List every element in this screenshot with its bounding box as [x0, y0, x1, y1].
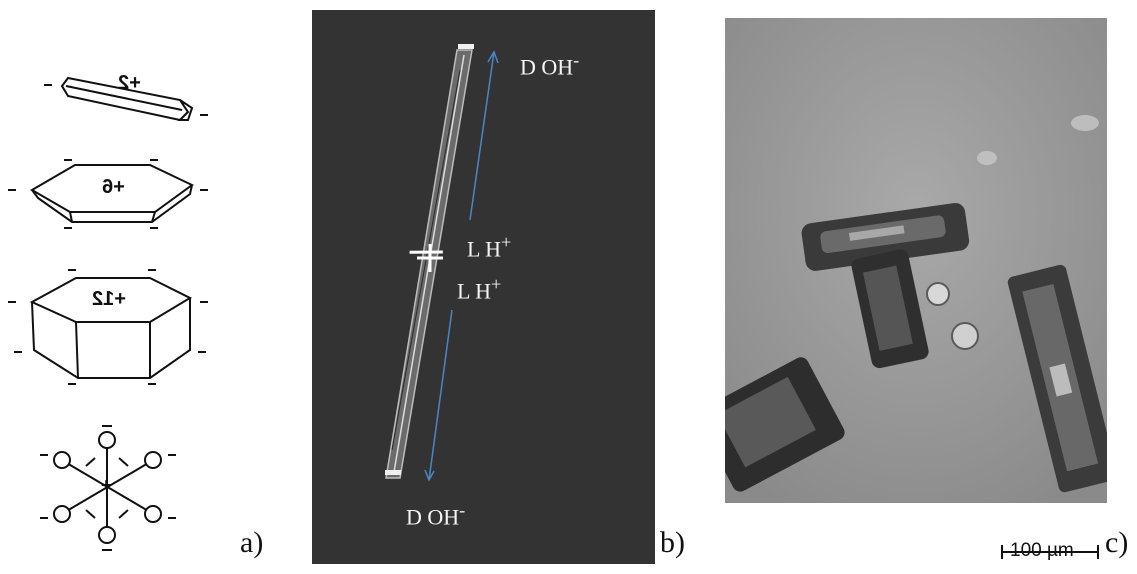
needle-charge: +2 [118, 72, 141, 94]
panel-b-label: b) [660, 526, 685, 559]
crystal-left [725, 357, 845, 492]
plate-crystal [30, 164, 194, 223]
needle-crystal [60, 76, 194, 122]
dendrite-crystal [53, 431, 162, 544]
crystal-small [851, 249, 929, 369]
panel-a-label: a) [240, 526, 264, 559]
edge-charges [8, 84, 208, 551]
column-crystal [29, 277, 193, 379]
panel-b-image: D OH- L H+ L H+ D OH- [312, 10, 655, 564]
top-end-marker [458, 44, 474, 49]
panel-a: +2 +6 +12 + a) [0, 0, 300, 569]
column-charge: +12 [92, 288, 126, 310]
middle-label-1: L H+ [467, 232, 512, 262]
panel-c-micrograph [725, 18, 1107, 503]
downward-arrow [424, 309, 453, 482]
crystal-right [1007, 264, 1107, 493]
middle-label-2: L H+ [457, 274, 502, 304]
bottom-end-marker [385, 470, 401, 475]
upward-arrow [469, 50, 499, 221]
crystal-sketches [8, 76, 208, 551]
scale-bar-label: 100 µm [1010, 540, 1074, 561]
needle-crystal-photo [385, 44, 499, 482]
dendrite-charge: + [101, 475, 112, 495]
bottom-label: D OH- [406, 500, 466, 530]
micrograph-image [725, 18, 1107, 503]
top-label: D OH- [520, 50, 580, 80]
scale-bar [1000, 545, 1100, 565]
plate-charge: +6 [102, 176, 125, 198]
panel-c-label: c) [1105, 526, 1129, 559]
crystal-horizontal [801, 202, 970, 271]
